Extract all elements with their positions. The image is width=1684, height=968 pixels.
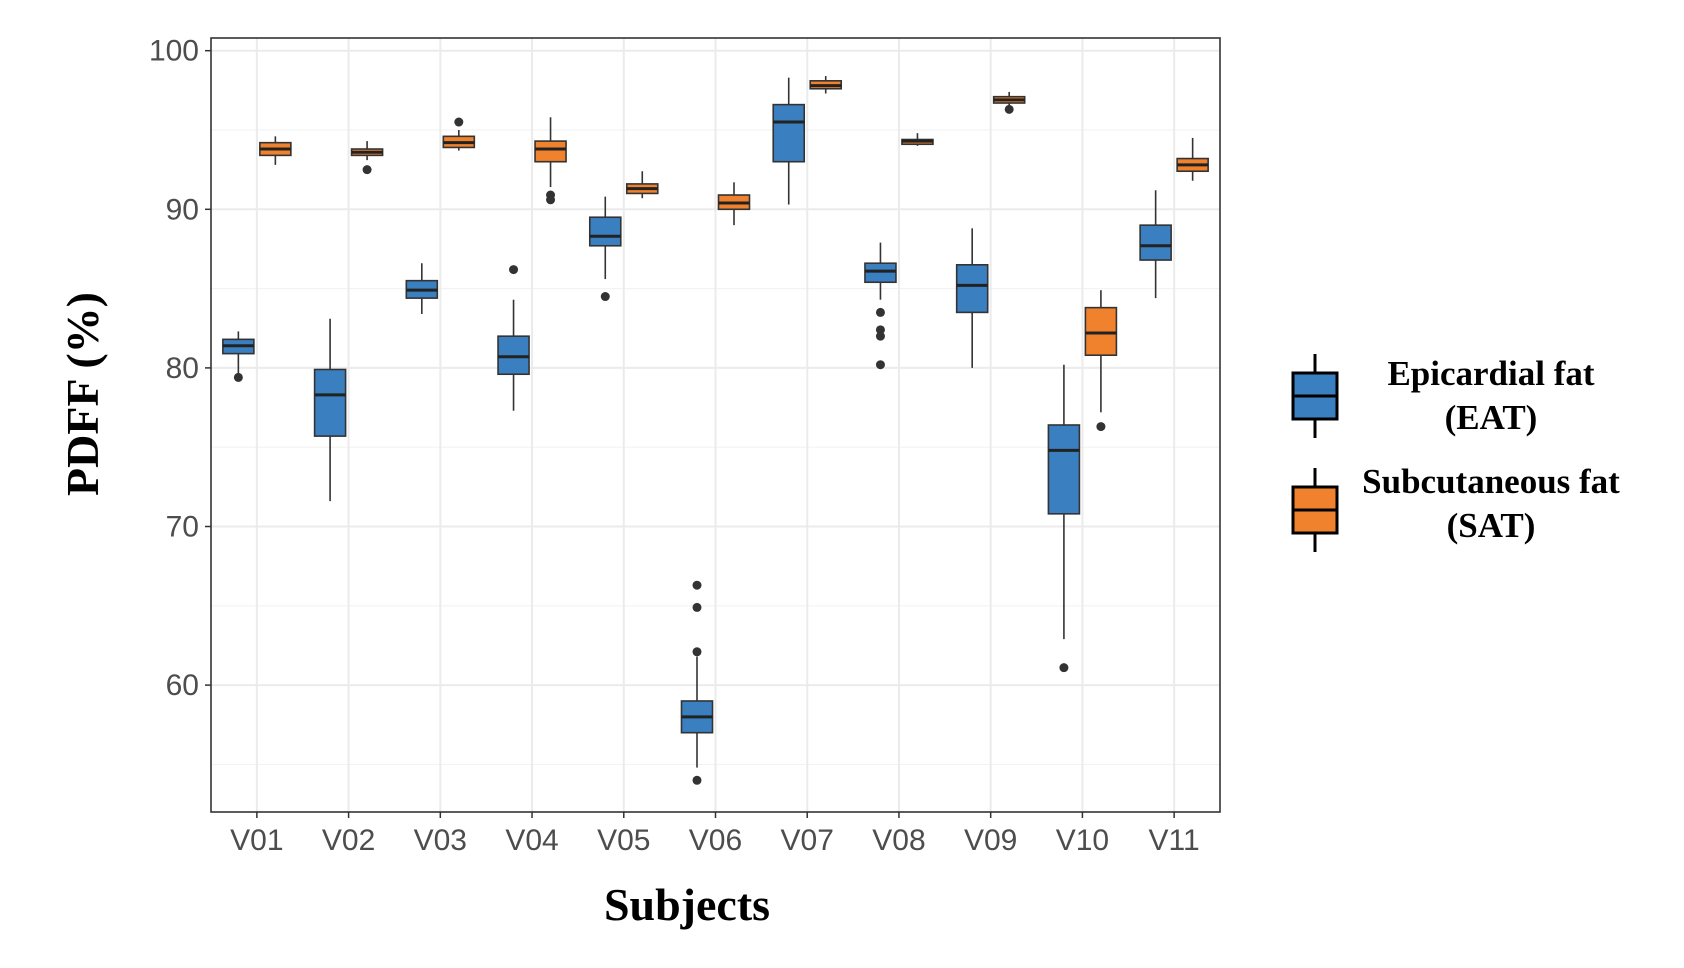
x-tick-label: V11 xyxy=(1149,824,1200,857)
y-tick-label: 70 xyxy=(166,511,199,544)
y-tick-label: 80 xyxy=(166,352,199,385)
box-sat-v09 xyxy=(992,91,1026,114)
outlier-point xyxy=(875,307,885,317)
outlier-point xyxy=(692,775,702,785)
box-sat-v01 xyxy=(259,136,292,165)
box-iqr xyxy=(772,103,806,163)
y-axis-title: PDFF (%) xyxy=(57,292,108,496)
box-eat-v11 xyxy=(1139,190,1172,299)
x-tick-labels: V01 V02 V03 V04 V05 V06 V07 V08 V09 V10 V11 xyxy=(230,812,1200,857)
y-tick-label: 90 xyxy=(166,193,199,226)
box-sat-v02 xyxy=(350,141,384,175)
legend-label-sat-line2: (SAT) xyxy=(1447,506,1536,545)
x-tick-label: V02 xyxy=(322,824,375,857)
box-iqr xyxy=(497,335,530,376)
box-eat-v08 xyxy=(864,242,897,370)
outlier-point xyxy=(509,265,519,275)
box-iqr xyxy=(955,264,989,314)
legend: Epicardial fat (EAT) Subcutaneous fat (S… xyxy=(1291,354,1620,552)
outlier-point xyxy=(692,580,702,590)
outlier-point xyxy=(1096,422,1106,432)
box-iqr xyxy=(313,368,347,437)
x-axis-title: Subjects xyxy=(604,879,770,930)
x-tick-label: V03 xyxy=(414,824,467,857)
box-eat-v05 xyxy=(588,196,622,302)
legend-label-eat-line2: (EAT) xyxy=(1445,398,1538,437)
legend-label-eat-line1: Epicardial fat xyxy=(1387,354,1594,393)
box-sat-v07 xyxy=(809,76,843,94)
outlier-point xyxy=(233,372,243,382)
x-tick-label: V08 xyxy=(872,824,925,857)
outlier-point xyxy=(875,331,885,341)
x-tick-label: V09 xyxy=(964,824,1017,857)
x-tick-label: V05 xyxy=(597,824,650,857)
box-eat-v03 xyxy=(405,263,439,314)
outlier-point xyxy=(692,647,702,657)
x-tick-label: V06 xyxy=(689,824,742,857)
box-eat-v02 xyxy=(313,318,347,502)
box-iqr xyxy=(864,262,897,284)
box-eat-v10 xyxy=(1047,364,1081,673)
x-tick-label: V10 xyxy=(1056,824,1109,857)
outlier-point xyxy=(692,602,702,612)
box-sat-v04 xyxy=(534,117,567,205)
box-eat-v04 xyxy=(497,265,530,411)
box-sat-v06 xyxy=(717,182,751,226)
box-iqr xyxy=(534,140,567,163)
legend-key-sat xyxy=(1291,468,1339,552)
y-tick-label: 100 xyxy=(149,35,199,68)
outlier-point xyxy=(1059,663,1069,673)
y-tick-label: 60 xyxy=(166,669,199,702)
outlier-point xyxy=(454,117,464,127)
box-iqr xyxy=(588,216,622,247)
legend-label-sat-line1: Subcutaneous fat xyxy=(1362,462,1620,501)
box-iqr xyxy=(1139,224,1172,261)
box-iqr xyxy=(1084,306,1118,357)
outlier-point xyxy=(875,325,885,335)
box-eat-v07 xyxy=(772,77,806,205)
box-eat-v06 xyxy=(680,580,714,785)
outlier-point xyxy=(875,360,885,370)
outlier-point xyxy=(1004,104,1014,114)
box-eat-v01 xyxy=(222,331,255,382)
box-sat-v03 xyxy=(442,117,476,151)
outlier-point xyxy=(546,195,556,205)
legend-key-eat xyxy=(1291,354,1339,438)
y-tick-labels: 60 70 80 90 100 xyxy=(149,35,211,702)
box-eat-v09 xyxy=(955,228,989,368)
x-tick-label: V07 xyxy=(781,824,834,857)
box-sat-v08 xyxy=(901,133,934,146)
outlier-point xyxy=(362,165,372,175)
grid-group xyxy=(211,38,1220,812)
x-tick-label: V04 xyxy=(505,824,558,857)
box-iqr xyxy=(1047,424,1081,515)
box-sat-v05 xyxy=(625,171,659,199)
boxes-group xyxy=(222,76,1209,785)
x-tick-label: V01 xyxy=(230,824,283,857)
box-sat-v11 xyxy=(1176,137,1209,181)
box-sat-v10 xyxy=(1084,290,1118,432)
outlier-point xyxy=(600,292,610,302)
